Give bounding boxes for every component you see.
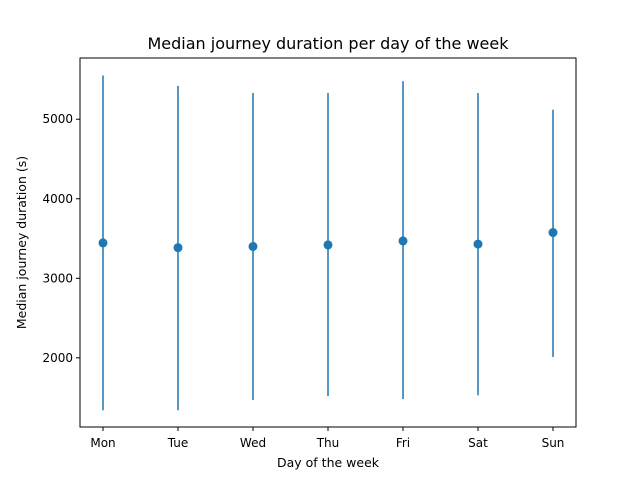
plot-frame — [79, 57, 577, 428]
data-point-wed — [248, 241, 258, 251]
x-tick-label: Thu — [316, 436, 340, 450]
x-axis-ticks: Mon Tue Wed Thu Fri Sat Sun — [90, 427, 564, 450]
data-point-mon — [98, 238, 108, 248]
y-tick-label: 3000 — [42, 271, 73, 285]
x-tick-label: Mon — [90, 436, 115, 450]
x-tick-label: Sat — [468, 436, 488, 450]
y-tick-label: 5000 — [42, 112, 73, 126]
x-tick-label: Sun — [542, 436, 565, 450]
x-tick-label: Fri — [396, 436, 410, 450]
plot-area — [98, 75, 558, 411]
data-point-thu — [323, 240, 333, 250]
data-point-sat — [473, 239, 483, 249]
data-point-fri — [398, 236, 408, 246]
y-tick-label: 2000 — [42, 351, 73, 365]
chart-title: Median journey duration per day of the w… — [148, 34, 510, 53]
x-axis-label: Day of the week — [277, 455, 380, 470]
data-point-tue — [173, 243, 183, 253]
x-tick-label: Tue — [167, 436, 189, 450]
y-tick-label: 4000 — [42, 192, 73, 206]
data-point-sun — [548, 228, 558, 238]
y-axis-label: Median journey duration (s) — [14, 156, 29, 329]
y-axis-ticks: 2000 3000 4000 5000 — [42, 112, 80, 365]
x-tick-label: Wed — [240, 436, 266, 450]
